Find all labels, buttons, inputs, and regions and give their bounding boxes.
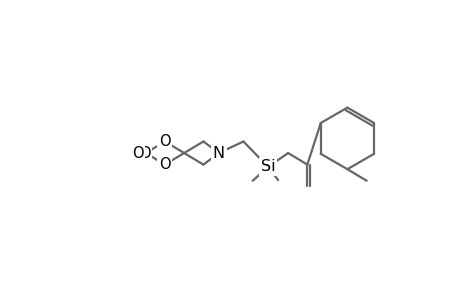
Text: O: O	[131, 146, 143, 160]
Text: O: O	[131, 146, 143, 160]
Text: Si: Si	[260, 159, 275, 174]
Text: O: O	[159, 134, 170, 149]
Text: O: O	[159, 134, 170, 149]
Text: O: O	[159, 157, 170, 172]
Text: N: N	[212, 146, 224, 160]
Text: O: O	[139, 146, 151, 160]
